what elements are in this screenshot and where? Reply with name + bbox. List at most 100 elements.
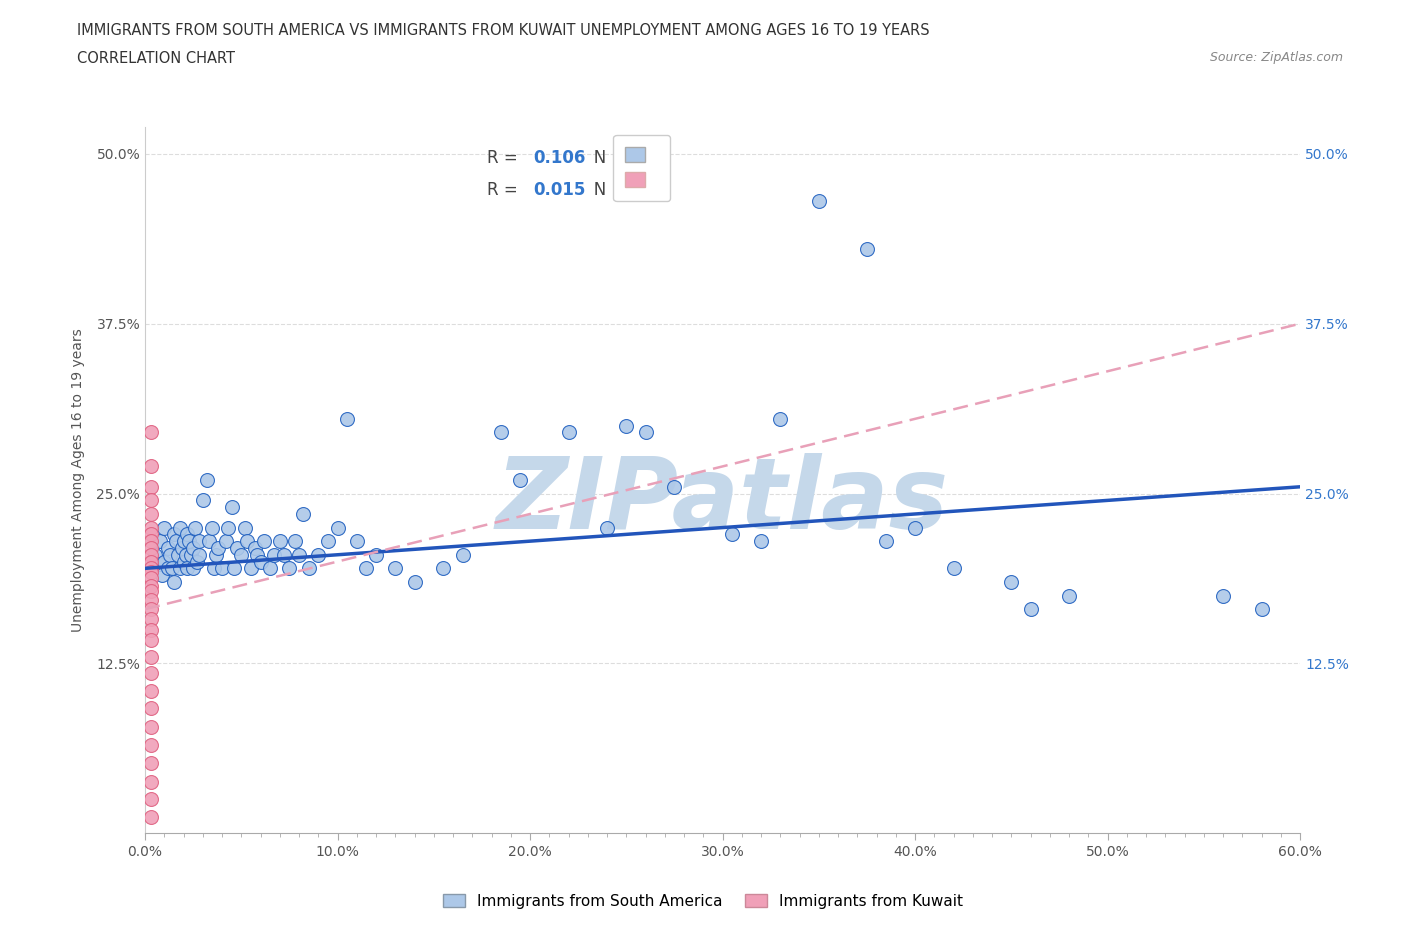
Point — [139, 592, 162, 607]
Point — [384, 561, 406, 576]
Point — [211, 561, 233, 576]
Point — [139, 554, 162, 569]
Point — [139, 561, 162, 576]
Text: CORRELATION CHART: CORRELATION CHART — [77, 51, 235, 66]
Point — [259, 561, 281, 576]
Point — [489, 425, 512, 440]
Text: IMMIGRANTS FROM SOUTH AMERICA VS IMMIGRANTS FROM KUWAIT UNEMPLOYMENT AMONG AGES : IMMIGRANTS FROM SOUTH AMERICA VS IMMIGRA… — [77, 23, 929, 38]
Point — [139, 792, 162, 807]
Point — [148, 557, 170, 572]
Point — [222, 561, 245, 576]
Point — [139, 633, 162, 648]
Point — [173, 534, 195, 549]
Point — [269, 534, 291, 549]
Point — [288, 548, 311, 563]
Point — [1250, 602, 1272, 617]
Text: ZIPatlas: ZIPatlas — [496, 453, 949, 550]
Point — [291, 507, 314, 522]
Point — [1057, 588, 1080, 603]
Point — [139, 810, 162, 825]
Point — [139, 548, 162, 563]
Point — [404, 575, 426, 590]
Point — [664, 479, 686, 494]
Point — [217, 520, 239, 535]
Point — [634, 425, 657, 440]
Point — [139, 755, 162, 770]
Point — [176, 527, 198, 542]
Point — [149, 534, 172, 549]
Point — [904, 520, 927, 535]
Point — [201, 520, 224, 535]
Point — [749, 534, 772, 549]
Point — [596, 520, 619, 535]
Point — [195, 472, 218, 487]
Point — [139, 649, 162, 664]
Point — [139, 737, 162, 752]
Y-axis label: Unemployment Among Ages 16 to 19 years: Unemployment Among Ages 16 to 19 years — [72, 328, 86, 631]
Point — [263, 548, 285, 563]
Point — [139, 720, 162, 735]
Point — [139, 565, 162, 580]
Point — [278, 561, 301, 576]
Point — [139, 479, 162, 494]
Point — [326, 520, 349, 535]
Point — [186, 554, 208, 569]
Point — [157, 561, 180, 576]
Point — [139, 775, 162, 790]
Point — [1019, 602, 1042, 617]
Point — [139, 493, 162, 508]
Point — [139, 666, 162, 681]
Point — [243, 540, 266, 555]
Point — [163, 575, 186, 590]
Point — [184, 520, 207, 535]
Point — [139, 507, 162, 522]
Point — [1000, 575, 1022, 590]
Point — [174, 548, 197, 563]
Point — [807, 194, 830, 209]
Point — [236, 534, 259, 549]
Point — [316, 534, 339, 549]
Point — [188, 548, 211, 563]
Point — [856, 242, 879, 257]
Point — [139, 701, 162, 716]
Point — [139, 534, 162, 549]
Point — [139, 578, 162, 593]
Point — [153, 520, 176, 535]
Point — [432, 561, 454, 576]
Point — [188, 534, 211, 549]
Point — [509, 472, 531, 487]
Point — [307, 548, 329, 563]
Point — [249, 554, 271, 569]
Point — [170, 540, 193, 555]
Text: 89: 89 — [630, 150, 654, 167]
Point — [153, 554, 176, 569]
Point — [139, 684, 162, 698]
Point — [139, 527, 162, 542]
Point — [169, 561, 191, 576]
Legend: Immigrants from South America, Immigrants from Kuwait: Immigrants from South America, Immigrant… — [437, 888, 969, 915]
Point — [253, 534, 276, 549]
Point — [202, 561, 225, 576]
Point — [139, 540, 162, 555]
Point — [239, 561, 262, 576]
Point — [557, 425, 579, 440]
Point — [139, 425, 162, 440]
Point — [176, 561, 198, 576]
Point — [181, 561, 204, 576]
Point — [160, 561, 183, 576]
Point — [273, 548, 295, 563]
Point — [721, 527, 744, 542]
Point — [181, 540, 204, 555]
Point — [231, 548, 253, 563]
Point — [139, 602, 162, 617]
Point — [163, 527, 186, 542]
Text: N =: N = — [578, 150, 631, 167]
Point — [166, 548, 188, 563]
Point — [197, 534, 219, 549]
Point — [139, 611, 162, 626]
Point — [143, 548, 166, 563]
Text: 31: 31 — [630, 181, 654, 199]
Point — [191, 493, 214, 508]
Point — [614, 418, 637, 433]
Point — [246, 548, 269, 563]
